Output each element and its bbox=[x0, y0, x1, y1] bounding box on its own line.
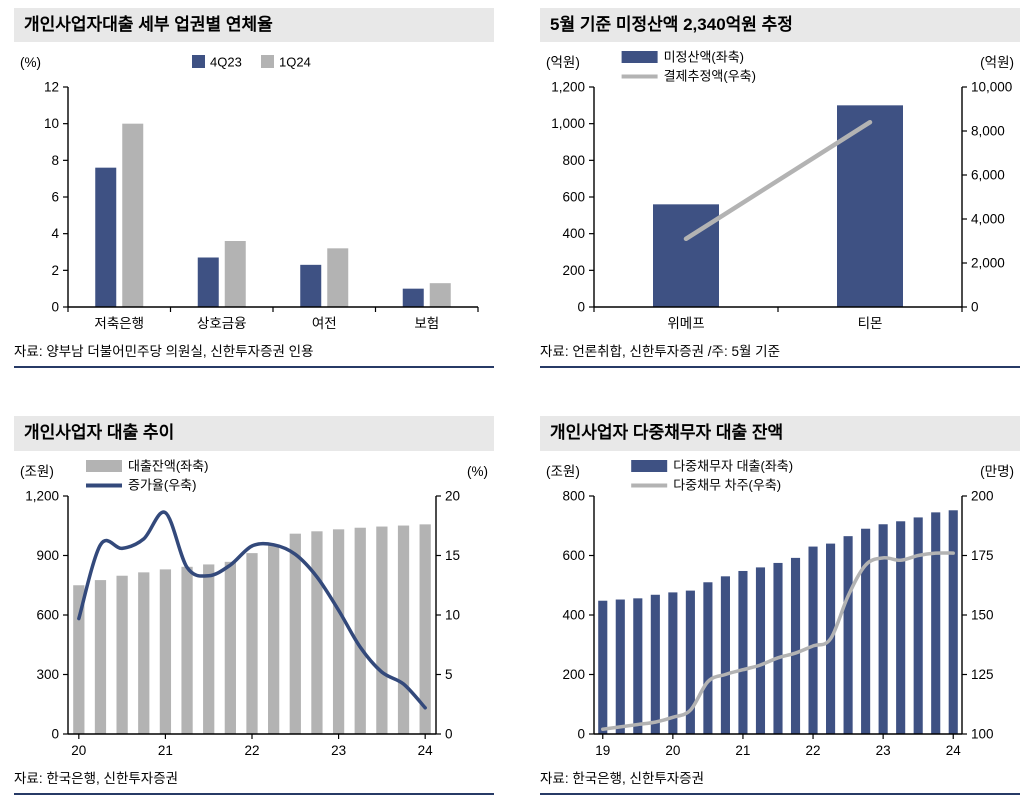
svg-text:23: 23 bbox=[876, 743, 891, 758]
svg-text:20: 20 bbox=[665, 743, 680, 758]
svg-text:미정산액(좌축): 미정산액(좌축) bbox=[664, 50, 744, 65]
chart-loan-trend-bar-line: 0 300 600 900 1,200 0 5 10 15 20 20 21 22 23 24 (조원) (%)… bbox=[20, 458, 488, 758]
panel-loan-trend: 개인사업자 대출 추이 0 300 600 900 1,200 0 5 10 15 20 20 21 2… bbox=[14, 416, 494, 795]
svg-text:상호금융: 상호금융 bbox=[197, 316, 247, 331]
svg-text:20: 20 bbox=[71, 743, 86, 758]
svg-text:4,000: 4,000 bbox=[971, 212, 1005, 227]
svg-text:900: 900 bbox=[36, 548, 59, 563]
svg-text:24: 24 bbox=[418, 743, 434, 758]
svg-text:(조원): (조원) bbox=[546, 464, 580, 479]
svg-text:다중채무 차주(우축): 다중채무 차주(우축) bbox=[673, 477, 781, 492]
svg-text:0: 0 bbox=[51, 726, 59, 741]
svg-text:21: 21 bbox=[735, 743, 750, 758]
svg-text:600: 600 bbox=[562, 548, 585, 563]
svg-text:0: 0 bbox=[51, 300, 59, 315]
svg-text:0: 0 bbox=[971, 300, 979, 315]
panel-delinquency-by-sector: 개인사업자대출 세부 업권별 연체율 0 2 4 6 8 10 12 저축은행 상호금융 여전 보험… bbox=[14, 8, 494, 369]
svg-text:보험: 보험 bbox=[414, 316, 439, 331]
svg-text:(억원): (억원) bbox=[546, 55, 580, 70]
svg-text:(%): (%) bbox=[467, 464, 488, 479]
svg-text:0: 0 bbox=[445, 726, 453, 741]
svg-text:100: 100 bbox=[971, 726, 994, 741]
svg-text:8: 8 bbox=[51, 153, 59, 168]
svg-text:10: 10 bbox=[445, 607, 460, 622]
svg-text:20: 20 bbox=[445, 488, 460, 503]
svg-text:10: 10 bbox=[44, 117, 59, 132]
svg-text:1,000: 1,000 bbox=[551, 117, 585, 132]
svg-text:22: 22 bbox=[244, 743, 259, 758]
svg-text:800: 800 bbox=[562, 488, 585, 503]
svg-text:400: 400 bbox=[562, 227, 585, 242]
svg-text:2,000: 2,000 bbox=[971, 256, 1005, 271]
panel-multi-debtor: 개인사업자 다중채무자 대출 잔액 0 200 400 600 800 100 125 150… bbox=[540, 416, 1020, 795]
svg-text:200: 200 bbox=[562, 667, 585, 682]
svg-text:12: 12 bbox=[44, 80, 59, 95]
svg-text:0: 0 bbox=[577, 300, 585, 315]
source-note-multi-debtor: 자료: 한국은행, 신한투자증권 bbox=[540, 770, 705, 786]
svg-text:125: 125 bbox=[971, 667, 994, 682]
chart-unsettled-bar-line: 0 200 400 600 800 1,000 1,200 0 2,000 4,000 6,000 8… bbox=[546, 50, 1014, 332]
svg-text:6,000: 6,000 bbox=[971, 168, 1005, 183]
source-note-unsettled: 자료: 언론취합, 신한투자증권 /주: 5월 기준 bbox=[540, 344, 780, 360]
svg-text:200: 200 bbox=[562, 263, 585, 278]
svg-text:23: 23 bbox=[331, 743, 346, 758]
source-note-loan-trend: 자료: 한국은행, 신한투자증권 bbox=[14, 770, 179, 786]
svg-text:22: 22 bbox=[806, 743, 821, 758]
svg-text:(%): (%) bbox=[20, 55, 41, 70]
chart-multi-debtor-bar-line: 0 200 400 600 800 100 125 150 175 200 19 20 21 22 23 24… bbox=[546, 458, 1014, 758]
svg-text:1Q24: 1Q24 bbox=[279, 55, 311, 70]
chart-title-unsettled: 5월 기준 미정산액 2,340억원 추정 bbox=[540, 8, 1020, 43]
svg-text:대출잔액(좌축): 대출잔액(좌축) bbox=[128, 458, 208, 473]
source-note-delinquency: 자료: 양부남 더불어민주당 의원실, 신한투자증권 인용 bbox=[14, 344, 314, 360]
svg-text:(조원): (조원) bbox=[20, 464, 54, 479]
svg-text:200: 200 bbox=[971, 488, 994, 503]
svg-text:1,200: 1,200 bbox=[551, 80, 585, 95]
svg-text:24: 24 bbox=[946, 743, 962, 758]
svg-text:8,000: 8,000 bbox=[971, 124, 1005, 139]
svg-text:300: 300 bbox=[36, 667, 59, 682]
svg-text:5: 5 bbox=[445, 667, 453, 682]
chart-title-multi-debtor: 개인사업자 다중채무자 대출 잔액 bbox=[540, 416, 1020, 451]
svg-text:여전: 여전 bbox=[312, 316, 337, 331]
svg-text:150: 150 bbox=[971, 607, 994, 622]
chart-title-loan-trend: 개인사업자 대출 추이 bbox=[14, 416, 494, 451]
svg-text:2: 2 bbox=[51, 263, 59, 278]
svg-text:결제추정액(우축): 결제추정액(우축) bbox=[664, 69, 756, 84]
svg-text:19: 19 bbox=[595, 743, 610, 758]
panel-unsettled-amount: 5월 기준 미정산액 2,340억원 추정 0 200 400 600 800 1,000… bbox=[540, 8, 1020, 369]
svg-text:1,200: 1,200 bbox=[25, 488, 59, 503]
svg-text:티몬: 티몬 bbox=[858, 316, 883, 331]
svg-text:400: 400 bbox=[562, 607, 585, 622]
svg-text:800: 800 bbox=[562, 153, 585, 168]
svg-text:6: 6 bbox=[51, 190, 59, 205]
svg-text:위메프: 위메프 bbox=[667, 316, 704, 331]
svg-text:저축은행: 저축은행 bbox=[94, 316, 144, 331]
svg-text:4: 4 bbox=[51, 227, 59, 242]
svg-text:175: 175 bbox=[971, 548, 994, 563]
svg-text:600: 600 bbox=[562, 190, 585, 205]
svg-text:4Q23: 4Q23 bbox=[210, 55, 242, 70]
svg-text:15: 15 bbox=[445, 548, 460, 563]
svg-text:0: 0 bbox=[577, 726, 585, 741]
svg-text:600: 600 bbox=[36, 607, 59, 622]
chart-delinquency-grouped-bar: 0 2 4 6 8 10 12 저축은행 상호금융 여전 보험 (%) 4Q23 1Q24 bbox=[20, 55, 479, 331]
svg-text:(억원): (억원) bbox=[980, 55, 1014, 70]
svg-text:10,000: 10,000 bbox=[971, 80, 1012, 95]
svg-text:(만명): (만명) bbox=[980, 464, 1014, 479]
svg-text:다중채무자 대출(좌축): 다중채무자 대출(좌축) bbox=[673, 458, 793, 473]
svg-text:증가율(우축): 증가율(우축) bbox=[128, 477, 196, 492]
chart-title-delinquency: 개인사업자대출 세부 업권별 연체율 bbox=[14, 8, 494, 43]
svg-text:21: 21 bbox=[158, 743, 173, 758]
